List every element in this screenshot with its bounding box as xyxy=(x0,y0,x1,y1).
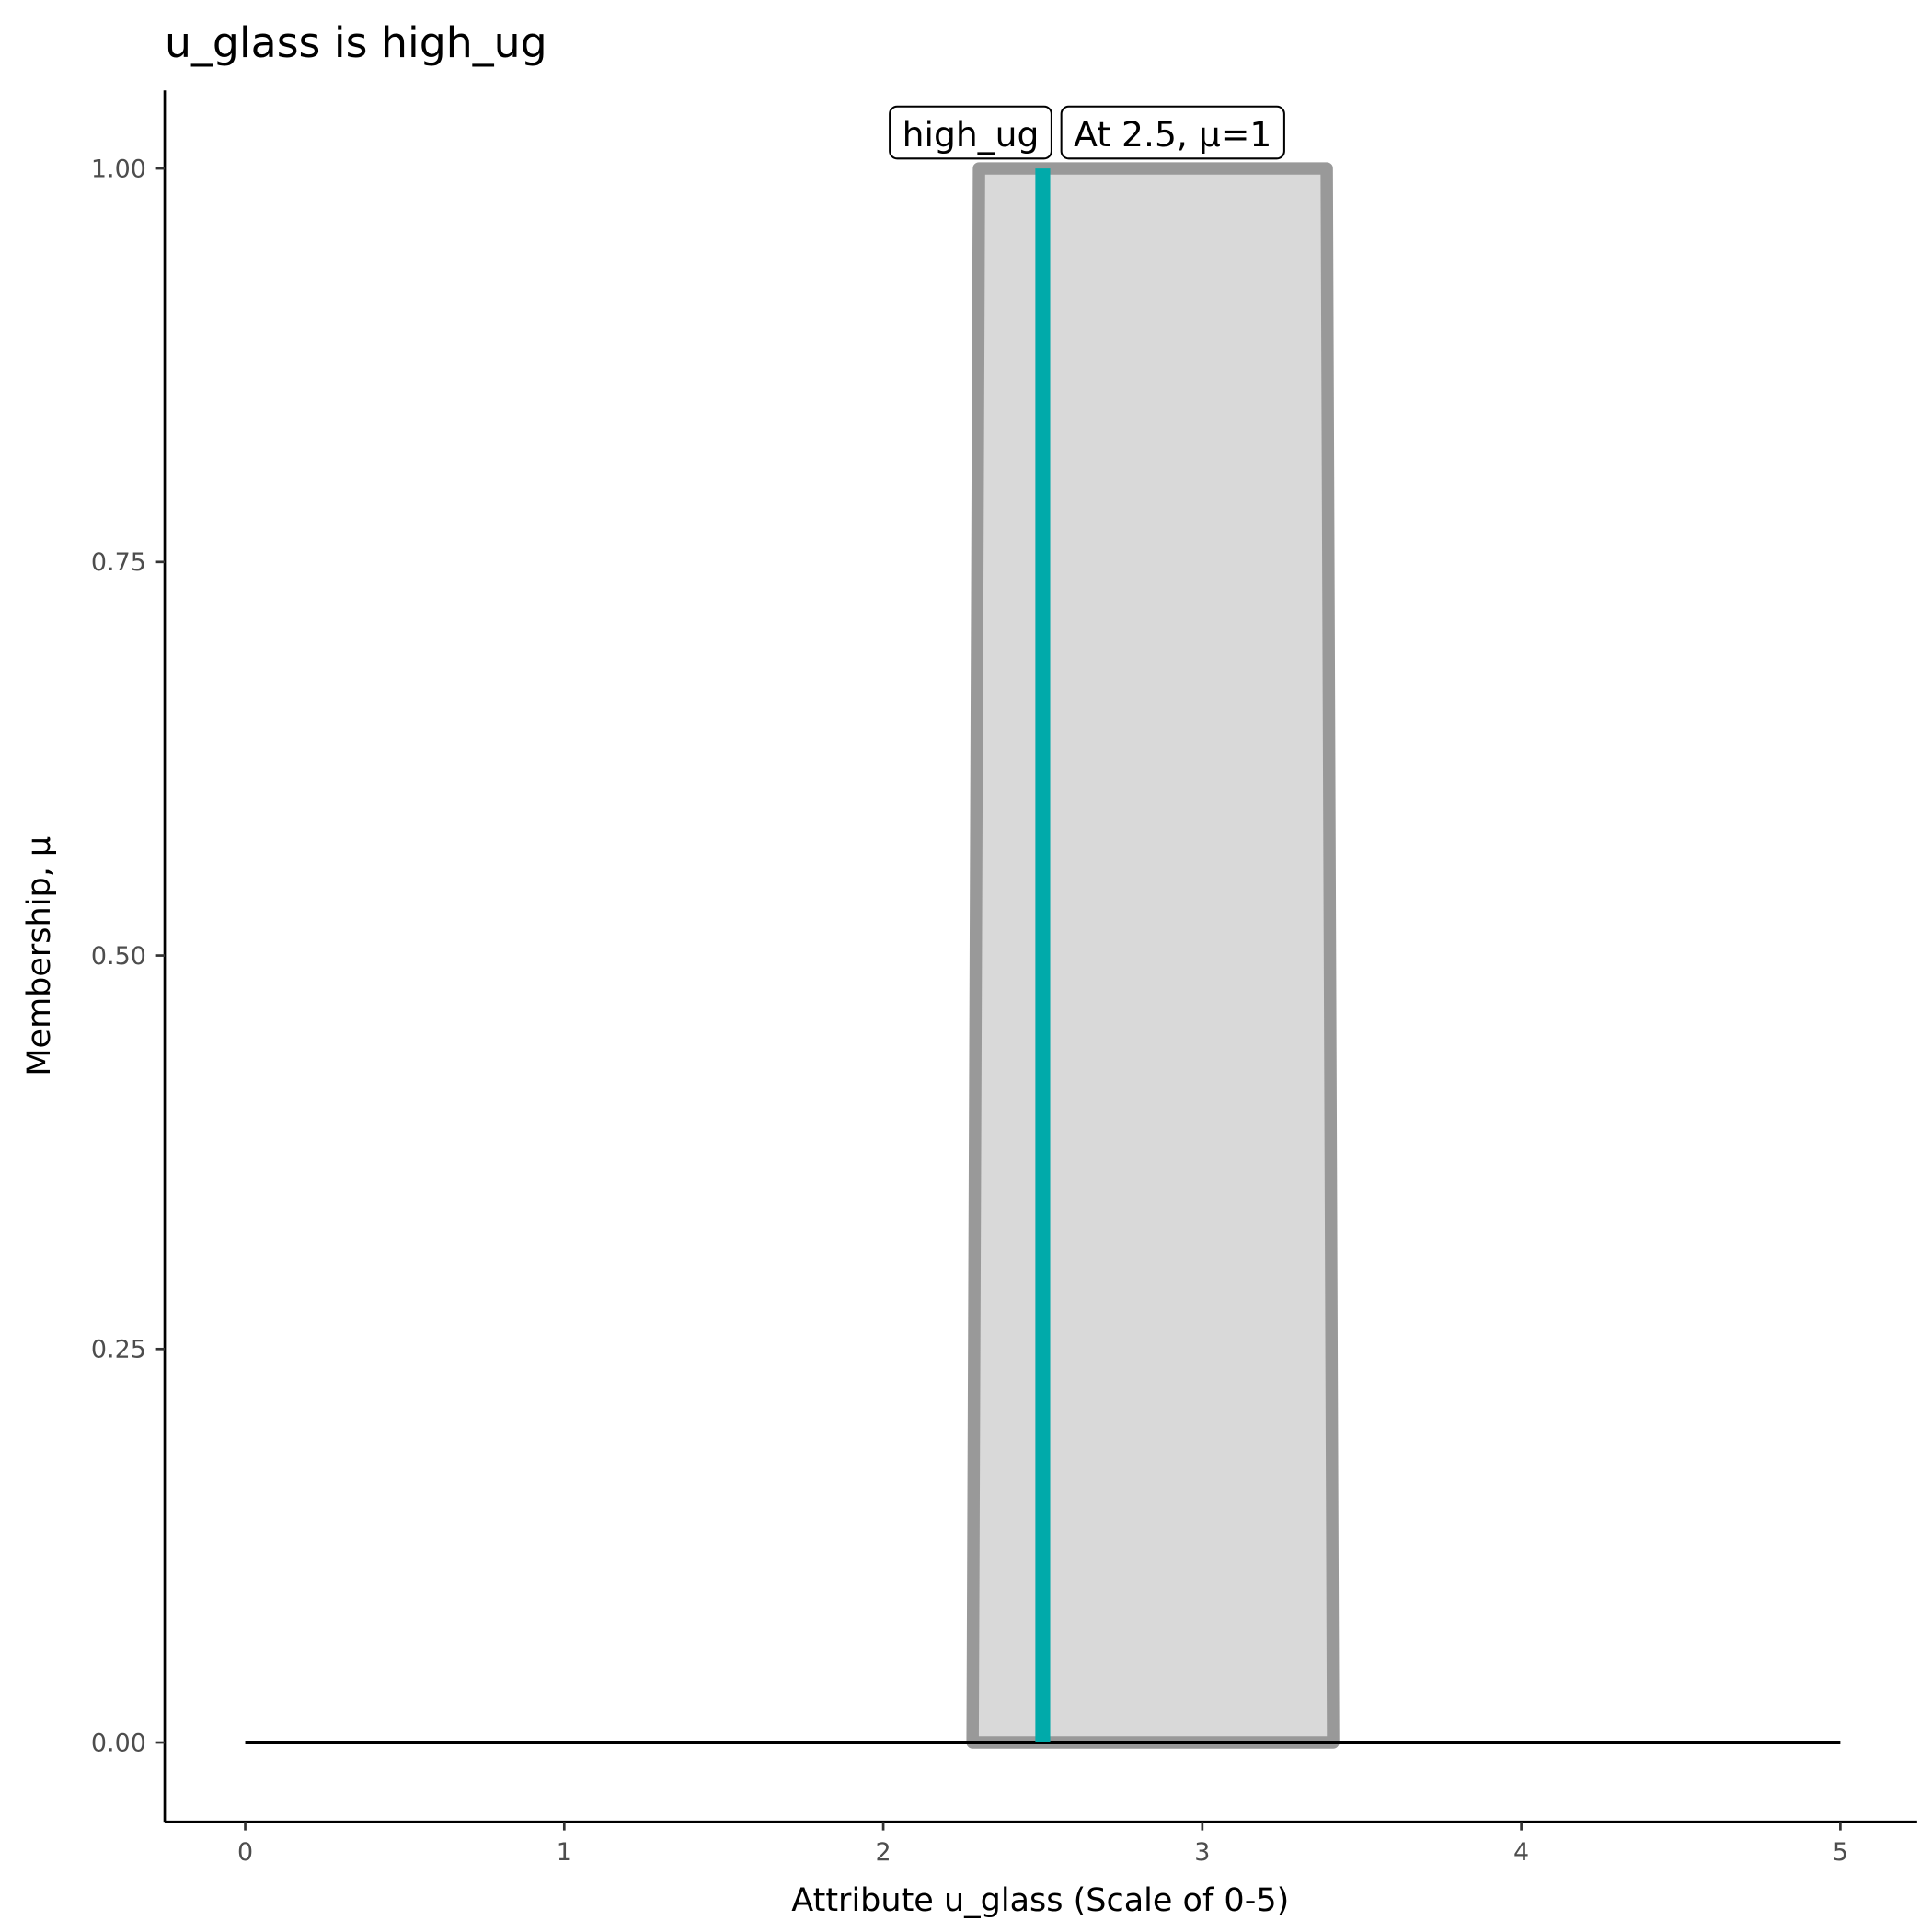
label-text: high_ug xyxy=(903,114,1040,155)
plot-area xyxy=(245,162,1841,1749)
y-tick-label: 0.50 xyxy=(91,942,146,971)
y-tick-label: 0.00 xyxy=(91,1729,146,1757)
annotation-labels: high_ug At 2.5, μ=1 xyxy=(889,105,1285,160)
y-tick-label: 0.25 xyxy=(91,1336,146,1364)
y-axis-ticks: 0.00 0.25 0.50 0.75 1.00 xyxy=(91,155,166,1757)
x-tick-label: 1 xyxy=(557,1838,572,1867)
y-axis-label: Membership, μ xyxy=(21,836,58,1076)
x-tick-label: 3 xyxy=(1194,1838,1210,1867)
x-axis-ticks: 0 1 2 3 4 5 xyxy=(237,1822,1848,1867)
x-tick-label: 2 xyxy=(876,1838,891,1867)
set-name-label: high_ug xyxy=(889,105,1052,160)
label-box xyxy=(1060,105,1285,160)
y-tick-label: 1.00 xyxy=(91,155,146,184)
label-box xyxy=(889,105,1052,160)
x-tick-label: 5 xyxy=(1833,1838,1848,1867)
x-axis-label: Attribute u_glass (Scale of 0-5) xyxy=(791,1882,1289,1919)
x-tick-label: 0 xyxy=(237,1838,253,1867)
chart-title: u_glass is high_ug xyxy=(165,18,547,67)
x-tick-label: 4 xyxy=(1513,1838,1529,1867)
y-tick-label: 0.75 xyxy=(91,548,146,577)
membership-area xyxy=(966,162,1340,1749)
value-label: At 2.5, μ=1 xyxy=(1060,105,1285,160)
label-text: At 2.5, μ=1 xyxy=(1074,114,1271,155)
